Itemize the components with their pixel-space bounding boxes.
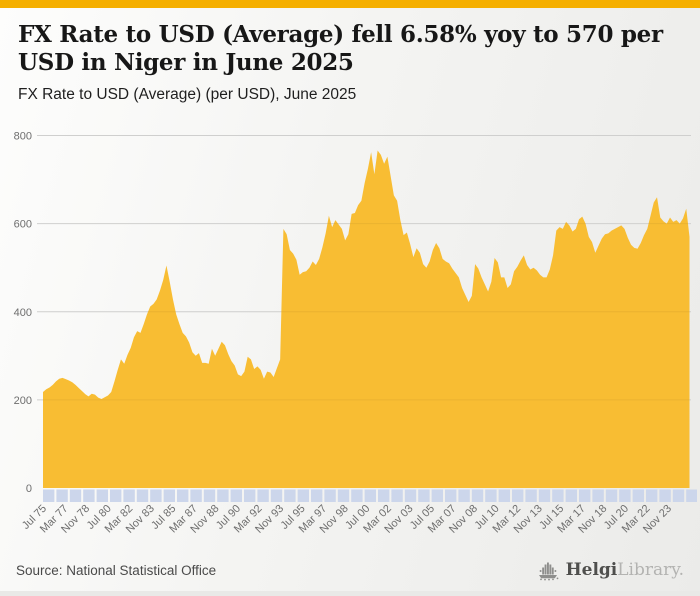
x-axis-band-segment [43,489,55,502]
x-axis-band-segment [257,489,269,502]
x-axis-band-segment [538,489,551,502]
x-axis-band-segment [485,489,497,502]
x-axis-band-segment [431,489,443,502]
x-axis-band-segment [96,489,108,502]
x-axis-band-segment [177,489,189,502]
chart-subtitle: FX Rate to USD (Average) (per USD), June… [18,86,357,104]
x-axis-band-segment [404,489,417,502]
brand-helgi: Helgi [565,560,618,580]
fx-rate-area-chart: 0 200 400 600 800 Jul 75 Mar 77 Nov 78 Jul 80 Mar… [0,118,700,550]
x-axis-band-segment [203,489,216,502]
x-axis-band-segment [659,489,671,502]
x-axis-band-segment [56,489,68,502]
x-axis-band-segment [284,489,296,502]
page-title: FX Rate to USD (Average) fell 6.58% yoy … [18,21,663,77]
y-tick-label: 800 [14,131,32,143]
y-tick-label: 200 [14,395,32,407]
x-axis-band-segment [364,489,376,502]
y-tick-label: 400 [14,307,32,319]
helgi-logo-icon [538,562,558,580]
brand-library: Library. [617,560,684,580]
area-series-fx-rate [43,150,690,489]
x-axis-band-segment [311,489,323,502]
x-axis-band-segment [498,489,510,502]
x-axis-band-segment [150,489,162,502]
top-accent-bar [0,0,700,8]
x-axis-band-segment [632,489,644,502]
x-axis-band-segment [592,489,604,502]
x-axis-band-segment [190,489,202,502]
x-axis-band-segment [136,489,149,502]
x-axis-band-segment [512,489,524,502]
y-tick-label: 600 [14,219,32,231]
x-axis-band-segment [123,489,135,502]
x-axis-band-segment [163,489,175,502]
brand-wordmark: HelgiLibrary. [566,560,684,580]
x-axis-band-segment [69,489,82,502]
x-axis-band-segment [646,489,658,502]
x-axis-band-segment [391,489,403,502]
x-axis-band-segment [378,489,390,502]
x-axis-band-segment [619,489,631,502]
x-axis-band-segment [110,489,122,502]
x-axis-band-segment [324,489,336,502]
x-axis-band-segment [418,489,430,502]
x-axis-band-segment [672,489,685,502]
helgilibrary-logo[interactable]: HelgiLibrary. [537,560,684,581]
x-axis-band-segment [83,489,95,502]
x-axis-band-segment [605,489,618,502]
x-axis-band-segment [244,489,256,502]
x-axis-band-segment [351,489,363,502]
x-axis-band-segment [445,489,457,502]
x-axis-band-segment [525,489,537,502]
x-axis-band-segment [270,489,283,502]
footer: Source: National Statistical Office [0,549,700,591]
bottom-edge [0,591,700,596]
x-axis-band-segment [552,489,564,502]
x-axis-band-segment [337,489,350,502]
header: FX Rate to USD (Average) fell 6.58% yoy … [0,8,700,104]
x-axis-band-segment [579,489,591,502]
x-axis-band-segment [471,489,484,502]
x-axis-band-segment [217,489,229,502]
x-axis-band-segment [565,489,577,502]
x-axis-band-segment [686,489,697,502]
y-tick-label: 0 [26,483,32,495]
x-axis-band-segment [458,489,470,502]
x-axis-band-segment [297,489,309,502]
source-note: Source: National Statistical Office [16,562,217,578]
x-axis-band-segment [230,489,242,502]
